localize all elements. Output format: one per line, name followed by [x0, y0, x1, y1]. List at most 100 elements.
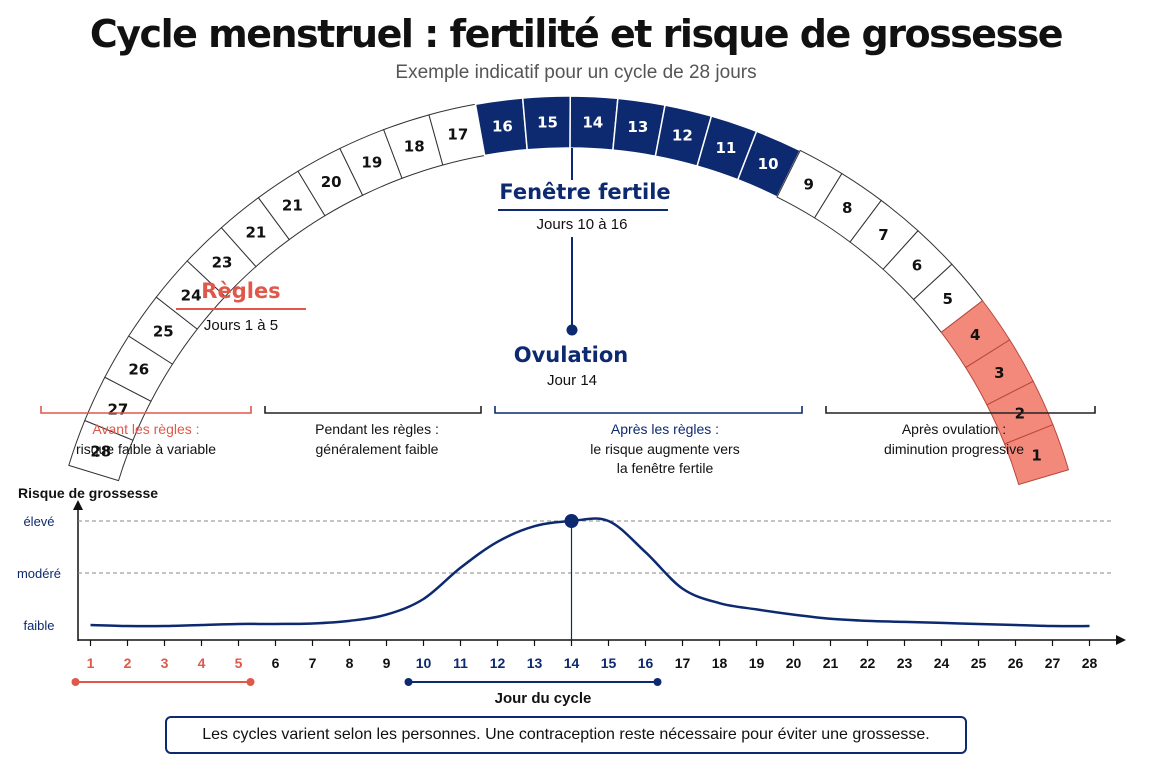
phase-desc-apres-regles-1: le risque augmente vers [590, 441, 739, 457]
phase-desc-avant: risque faible à variable [76, 441, 216, 457]
x-tick-label: 24 [934, 655, 950, 671]
x-tick-label: 10 [416, 655, 432, 671]
x-tick-label: 14 [564, 655, 580, 671]
arc-day-label: 14 [582, 114, 603, 132]
arc-day-label: 27 [107, 401, 128, 419]
x-tick-label: 4 [198, 655, 206, 671]
x-tick-label: 3 [161, 655, 169, 671]
arc-day-label: 9 [803, 175, 813, 193]
arc-day-label: 7 [878, 226, 888, 244]
x-tick-label: 18 [712, 655, 728, 671]
x-tick-label: 12 [490, 655, 506, 671]
page-subtitle: Exemple indicatif pour un cycle de 28 jo… [395, 62, 757, 83]
arc-day-label: 6 [912, 257, 922, 275]
phase-title-apres-regles: Après les règles : [611, 421, 719, 437]
arc-day-label: 3 [994, 364, 1004, 382]
page-title: Cycle menstruel : fertilité et risque de… [89, 12, 1064, 56]
x-tick-label: 19 [749, 655, 765, 671]
phase-desc-apres-ovulation: diminution progressive [884, 441, 1024, 457]
arc-day-label: 20 [321, 173, 342, 191]
x-tick-labels: 1 2 3 4 5 6 7 8 9 10 11 12 13 14 15 16 17 18 19 20 21 22 23 24 2… [87, 640, 1098, 671]
regles-title: Règles [201, 279, 280, 303]
phase-bracket-pendant [264, 406, 482, 414]
y-tick-label: faible [23, 618, 54, 633]
y-axis-arrow [73, 500, 83, 510]
arc-day-label: 18 [404, 137, 425, 155]
phase-title-pendant: Pendant les règles : [315, 421, 439, 437]
arc-day-label: 19 [361, 153, 382, 171]
arc-day-label: 13 [627, 118, 648, 136]
ovulation-dot [566, 324, 578, 336]
x-tick-label: 5 [235, 655, 243, 671]
ovulation-peak-marker [564, 514, 579, 528]
arc-day-label: 21 [245, 223, 266, 241]
y-axis-title: Risque de grossesse [18, 485, 158, 501]
x-axis-arrow [1116, 635, 1126, 645]
arc-day-label: 21 [282, 197, 303, 215]
highlight-ranges [71, 678, 662, 686]
regles-subtitle: Jours 1 à 5 [204, 317, 278, 334]
x-tick-label: 16 [638, 655, 654, 671]
ovulation-title: Ovulation [514, 343, 628, 367]
fertile-window-title: Fenêtre fertile [499, 180, 670, 204]
y-tick-labels: faible modéré élevé [17, 514, 61, 633]
x-tick-label: 21 [823, 655, 839, 671]
range-start-dot [404, 678, 413, 686]
phase-bracket-avant [40, 406, 252, 414]
phase-desc-pendant: généralement faible [316, 441, 439, 457]
x-tick-label: 7 [309, 655, 317, 671]
arc-day-label: 1 [1031, 447, 1041, 465]
x-tick-label: 8 [346, 655, 354, 671]
chart-grid [78, 520, 1112, 574]
arc-day-label: 24 [181, 287, 202, 305]
arc-day-label: 11 [715, 139, 736, 157]
arc-day-label: 25 [153, 322, 174, 340]
y-tick-label: élevé [23, 514, 54, 529]
arc-day-label: 23 [212, 254, 233, 272]
x-tick-label: 1 [87, 655, 95, 671]
phase-title-apres-ovulation: Après ovulation : [902, 421, 1006, 437]
arc-day-label: 12 [672, 126, 693, 144]
x-tick-label: 2 [124, 655, 132, 671]
arc-day-label: 8 [842, 199, 852, 217]
arc-segment-day-1 [1003, 424, 1070, 486]
x-tick-label: 9 [383, 655, 391, 671]
x-tick-label: 28 [1082, 655, 1098, 671]
y-tick-label: modéré [17, 566, 61, 581]
arc-day-label: 28 [90, 442, 111, 460]
phase-bracket-apres-ovulation [825, 406, 1096, 414]
x-tick-label: 6 [272, 655, 280, 671]
arc-day-label: 16 [492, 117, 513, 135]
range-end-dot [653, 678, 662, 686]
arc-day-label: 17 [447, 125, 468, 143]
disclaimer-note: Les cycles varient selon les personnes. … [165, 716, 967, 754]
phase-title-avant: Avant les règles : [92, 421, 199, 437]
x-tick-label: 22 [860, 655, 876, 671]
phase-desc-apres-regles-2: la fenêtre fertile [617, 460, 714, 476]
range-end-dot [246, 678, 255, 686]
x-tick-label: 20 [786, 655, 802, 671]
arc-day-label: 26 [128, 360, 149, 378]
x-tick-label: 26 [1008, 655, 1024, 671]
x-tick-label: 15 [601, 655, 617, 671]
x-axis-title: Jour du cycle [495, 690, 592, 707]
phase-bracket-apres-regles [494, 406, 803, 414]
arc-day-label: 10 [758, 155, 779, 173]
disclaimer-text: Les cycles varient selon les personnes. … [202, 726, 930, 743]
arc-day-label: 5 [942, 290, 952, 308]
ovulation-subtitle: Jour 14 [547, 372, 597, 389]
x-tick-label: 11 [453, 655, 468, 671]
x-tick-label: 23 [897, 655, 913, 671]
range-start-dot [71, 678, 80, 686]
x-tick-label: 13 [527, 655, 543, 671]
risk-series-line [90, 517, 1090, 628]
arc-day-label: 4 [970, 326, 980, 344]
arc-day-label: 15 [537, 113, 558, 131]
x-tick-label: 25 [971, 655, 987, 671]
fertile-window-subtitle: Jours 10 à 16 [537, 216, 628, 233]
x-tick-label: 17 [675, 655, 691, 671]
x-tick-label: 27 [1045, 655, 1061, 671]
